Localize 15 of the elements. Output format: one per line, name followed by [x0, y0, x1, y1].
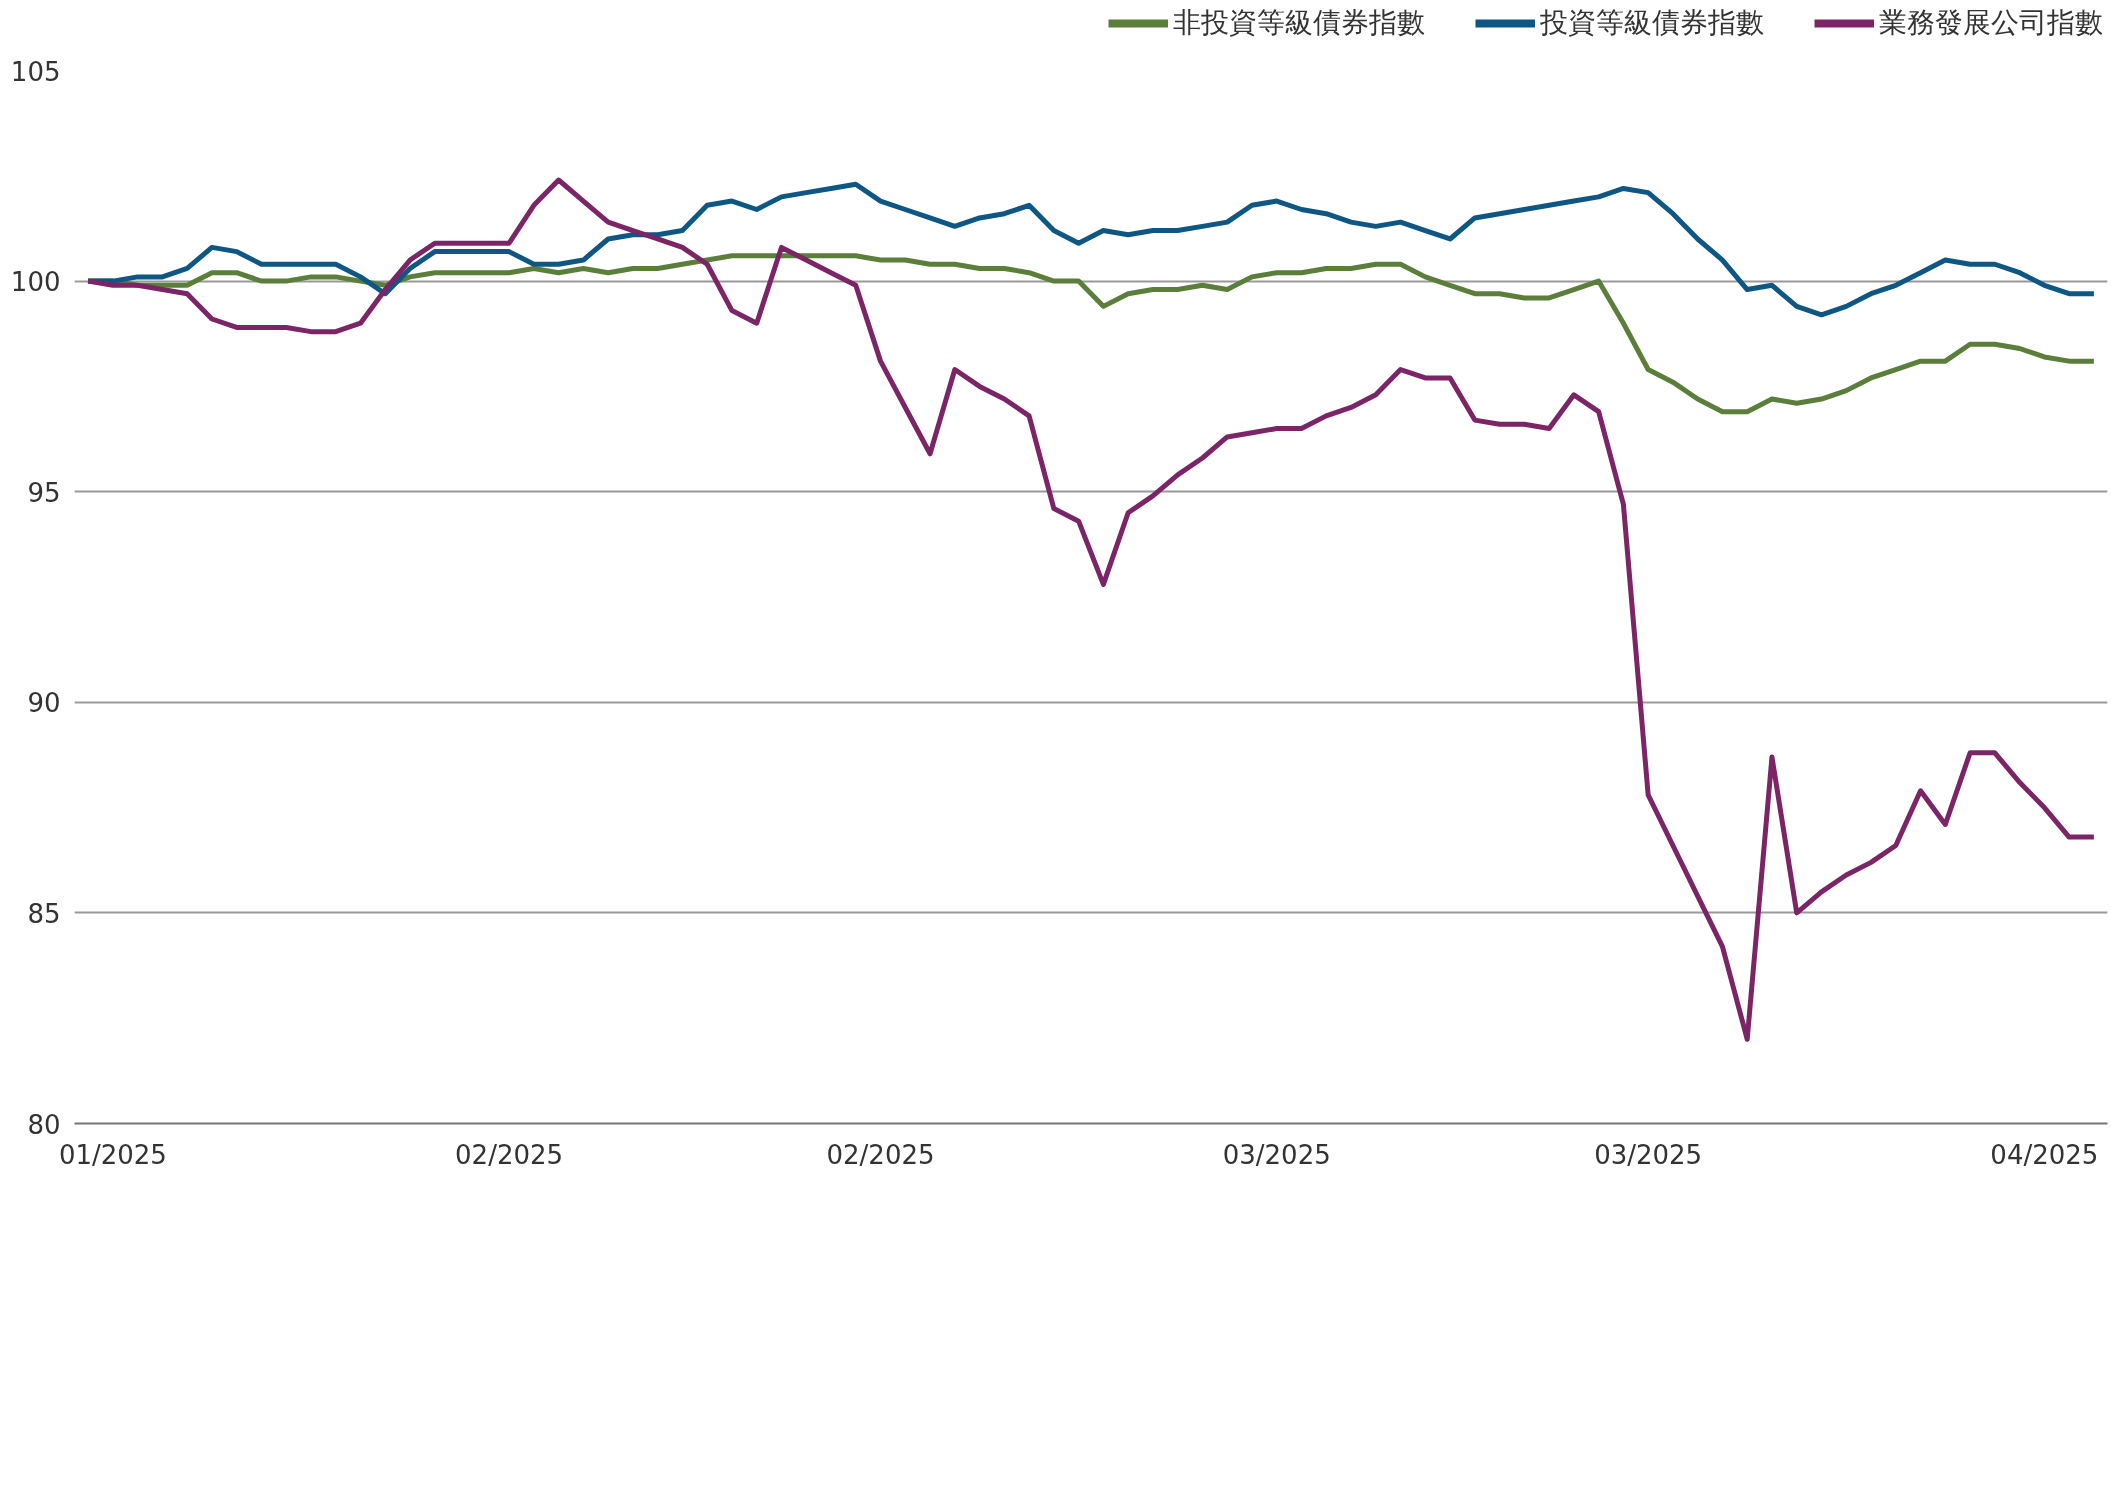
y-tick-label: 90: [27, 688, 61, 719]
x-tick-label: 02/2025: [455, 1139, 564, 1170]
y-tick-label: 100: [10, 267, 61, 298]
y-tick-label: 95: [27, 477, 61, 508]
x-tick-label: 01/2025: [58, 1139, 167, 1170]
legend-label: 業務發展公司指數: [1879, 5, 2103, 41]
x-tick-label: 03/2025: [1222, 1139, 1331, 1170]
x-tick-label: 03/2025: [1594, 1139, 1703, 1170]
y-tick-label: 105: [10, 56, 61, 87]
x-tick-label: 04/2025: [1990, 1139, 2099, 1170]
y-tick-label: 80: [27, 1109, 61, 1140]
legend-label: 非投資等級債券指數: [1173, 5, 1425, 41]
legend-label: 投資等級債券指數: [1540, 5, 1764, 41]
x-tick-label: 02/2025: [826, 1139, 935, 1170]
y-tick-label: 85: [27, 898, 61, 929]
